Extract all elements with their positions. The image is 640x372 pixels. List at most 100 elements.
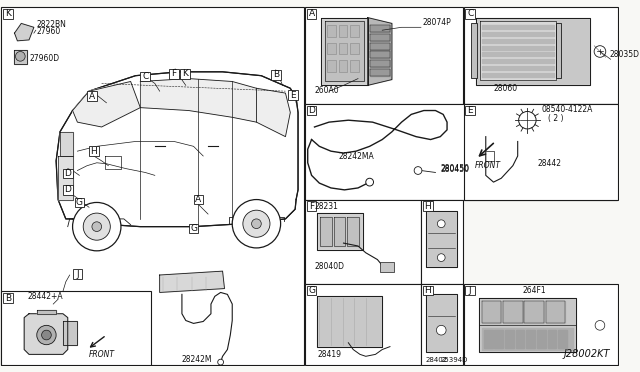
Polygon shape [370,69,390,76]
Polygon shape [257,88,291,137]
Bar [307,106,316,115]
Text: 28402: 28402 [426,357,448,363]
Polygon shape [63,321,77,345]
Bar [180,69,189,78]
Circle shape [15,51,25,61]
Polygon shape [317,296,382,347]
Polygon shape [537,330,546,347]
Circle shape [594,46,605,57]
Text: FRONT: FRONT [89,350,115,359]
Circle shape [366,178,374,186]
Text: F: F [172,69,177,78]
Polygon shape [548,330,556,347]
Bar [463,284,618,365]
Polygon shape [426,211,457,267]
Text: G: G [76,198,83,207]
Circle shape [36,326,56,345]
Circle shape [92,222,102,231]
Polygon shape [321,17,368,85]
Polygon shape [482,25,554,29]
Text: F: F [309,202,314,211]
Text: 260A0: 260A0 [314,86,339,95]
Bar [465,9,475,19]
Bar [423,286,433,295]
Text: B: B [273,70,279,79]
Polygon shape [505,330,514,347]
Text: ( 2 ): ( 2 ) [548,114,563,123]
Polygon shape [140,78,257,122]
Polygon shape [482,32,554,36]
Bar [471,23,477,78]
Bar [380,262,394,272]
Text: 28242M: 28242M [182,355,212,364]
Text: 27960D: 27960D [29,54,59,63]
Text: A: A [195,195,202,204]
Bar [74,198,84,207]
Circle shape [83,213,110,240]
Text: D: D [64,169,71,178]
Text: 08540-4122A: 08540-4122A [542,105,593,115]
Text: C: C [142,72,148,81]
Bar [463,104,618,199]
Bar [421,199,463,284]
Polygon shape [482,66,554,70]
Polygon shape [370,34,390,41]
Text: G: G [190,224,197,233]
Bar [327,43,336,54]
Text: 264F1: 264F1 [522,286,546,295]
Text: G: G [308,286,315,295]
Text: J: J [76,270,79,279]
Bar [339,43,348,54]
Circle shape [252,219,261,228]
Polygon shape [348,217,359,246]
Bar [307,286,316,295]
Bar [465,286,475,295]
Circle shape [518,112,536,129]
Bar [1,292,151,365]
Polygon shape [13,49,27,64]
Text: B: B [4,294,11,303]
Bar [421,284,463,365]
Polygon shape [482,39,554,43]
Polygon shape [72,81,140,127]
Text: 28035D: 28035D [610,50,639,59]
Circle shape [232,199,280,248]
Polygon shape [476,17,590,85]
Polygon shape [524,301,544,323]
Text: K: K [5,9,11,18]
Bar [305,7,463,104]
Bar [170,69,179,78]
Text: H: H [424,286,431,295]
Polygon shape [58,156,72,199]
Polygon shape [426,294,457,352]
Bar [189,224,198,233]
Bar [63,169,72,178]
Polygon shape [325,22,364,81]
Text: FRONT: FRONT [475,161,501,170]
Text: 2822BN: 2822BN [36,20,67,29]
Circle shape [243,210,270,237]
Polygon shape [60,132,72,156]
Polygon shape [480,22,556,80]
Bar [1,7,304,365]
Bar [339,25,348,37]
Bar [305,284,421,365]
Polygon shape [482,46,554,49]
Text: 28040D: 28040D [314,262,344,271]
Circle shape [42,330,51,340]
Text: 28442: 28442 [537,159,561,168]
Bar [63,185,72,195]
Polygon shape [482,301,501,323]
Bar [350,60,359,72]
Polygon shape [482,52,554,56]
Bar [463,7,618,104]
Bar [3,294,13,303]
Bar [327,25,336,37]
Text: J: J [469,286,472,295]
Bar [140,72,150,81]
Polygon shape [495,330,503,347]
Circle shape [437,254,445,262]
Polygon shape [482,328,573,350]
Bar [327,60,336,72]
Text: H: H [424,202,431,211]
